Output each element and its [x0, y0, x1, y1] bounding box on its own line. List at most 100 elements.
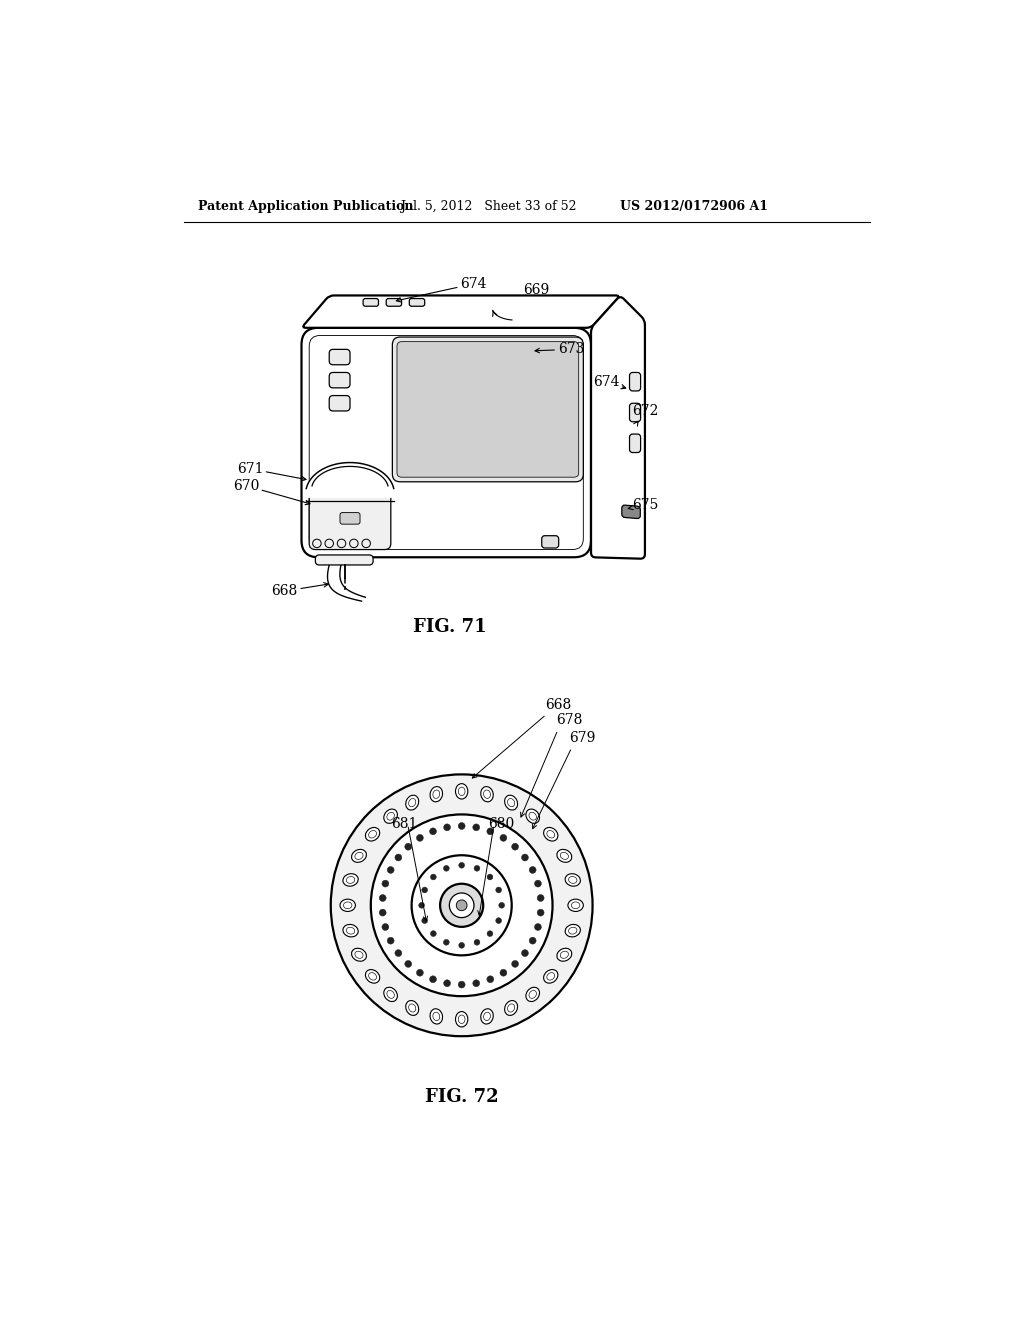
PathPatch shape: [340, 512, 360, 524]
Ellipse shape: [456, 784, 468, 799]
Ellipse shape: [343, 874, 358, 886]
Text: 668: 668: [545, 698, 571, 711]
Circle shape: [529, 937, 537, 944]
Circle shape: [404, 843, 412, 850]
Circle shape: [535, 880, 542, 887]
PathPatch shape: [330, 372, 350, 388]
Circle shape: [512, 843, 518, 850]
Circle shape: [538, 909, 544, 916]
Circle shape: [443, 866, 450, 871]
Circle shape: [487, 931, 493, 936]
Circle shape: [521, 854, 528, 861]
Circle shape: [443, 979, 451, 987]
Text: Patent Application Publication: Patent Application Publication: [199, 201, 414, 213]
PathPatch shape: [630, 372, 641, 391]
Circle shape: [395, 854, 401, 861]
Circle shape: [412, 855, 512, 956]
Circle shape: [422, 917, 428, 924]
Ellipse shape: [384, 809, 397, 824]
Circle shape: [512, 961, 518, 968]
Text: Jul. 5, 2012   Sheet 33 of 52: Jul. 5, 2012 Sheet 33 of 52: [400, 201, 577, 213]
Ellipse shape: [340, 899, 355, 912]
Circle shape: [429, 828, 436, 834]
Circle shape: [521, 949, 528, 957]
Circle shape: [422, 887, 428, 892]
Ellipse shape: [343, 924, 358, 937]
Ellipse shape: [481, 787, 494, 801]
Circle shape: [331, 775, 593, 1036]
Circle shape: [379, 895, 386, 902]
Circle shape: [430, 931, 436, 936]
Circle shape: [404, 961, 412, 968]
PathPatch shape: [591, 297, 645, 558]
Ellipse shape: [351, 948, 367, 961]
Ellipse shape: [557, 849, 571, 862]
Ellipse shape: [384, 987, 397, 1002]
Text: 671: 671: [237, 462, 263, 475]
Circle shape: [459, 862, 465, 869]
Ellipse shape: [430, 1008, 442, 1024]
Circle shape: [499, 903, 505, 908]
PathPatch shape: [301, 327, 591, 557]
Circle shape: [419, 903, 425, 908]
Text: 669: 669: [523, 282, 550, 297]
Ellipse shape: [557, 948, 571, 961]
Ellipse shape: [505, 795, 517, 810]
PathPatch shape: [542, 536, 559, 548]
Ellipse shape: [406, 795, 419, 810]
Circle shape: [474, 940, 480, 945]
Circle shape: [496, 887, 502, 892]
PathPatch shape: [330, 396, 350, 411]
Circle shape: [387, 937, 394, 944]
Ellipse shape: [456, 1011, 468, 1027]
Text: 672: 672: [632, 404, 658, 418]
Ellipse shape: [544, 828, 558, 841]
Circle shape: [382, 880, 389, 887]
Circle shape: [443, 940, 450, 945]
Circle shape: [496, 917, 502, 924]
Ellipse shape: [366, 970, 380, 983]
PathPatch shape: [392, 337, 584, 482]
Circle shape: [474, 866, 480, 871]
Ellipse shape: [351, 849, 367, 862]
Circle shape: [379, 909, 386, 916]
Text: 679: 679: [569, 731, 596, 744]
PathPatch shape: [309, 490, 391, 549]
Text: FIG. 72: FIG. 72: [425, 1088, 499, 1106]
PathPatch shape: [630, 404, 641, 422]
PathPatch shape: [397, 342, 579, 478]
PathPatch shape: [330, 350, 350, 364]
Circle shape: [371, 814, 553, 997]
Circle shape: [473, 824, 479, 830]
PathPatch shape: [303, 296, 618, 327]
PathPatch shape: [630, 434, 641, 453]
Circle shape: [500, 834, 507, 841]
Text: 680: 680: [487, 817, 514, 832]
Circle shape: [450, 894, 474, 917]
Text: 670: 670: [232, 479, 259, 492]
Ellipse shape: [526, 809, 540, 824]
Text: US 2012/0172906 A1: US 2012/0172906 A1: [620, 201, 768, 213]
Text: 678: 678: [556, 713, 583, 727]
Circle shape: [458, 822, 465, 829]
PathPatch shape: [386, 298, 401, 306]
Text: 674: 674: [460, 277, 486, 290]
Circle shape: [458, 981, 465, 989]
Text: 668: 668: [271, 585, 298, 598]
Circle shape: [487, 874, 493, 880]
Circle shape: [430, 874, 436, 880]
Ellipse shape: [505, 1001, 517, 1015]
Ellipse shape: [406, 1001, 419, 1015]
Circle shape: [417, 834, 423, 841]
Circle shape: [500, 969, 507, 977]
Circle shape: [535, 924, 542, 931]
Circle shape: [395, 949, 401, 957]
Text: 673: 673: [558, 342, 584, 356]
Ellipse shape: [430, 787, 442, 801]
Text: 674: 674: [593, 375, 620, 388]
Text: 675: 675: [632, 498, 658, 512]
Ellipse shape: [526, 987, 540, 1002]
PathPatch shape: [315, 554, 373, 565]
Circle shape: [486, 828, 494, 834]
Ellipse shape: [565, 874, 581, 886]
